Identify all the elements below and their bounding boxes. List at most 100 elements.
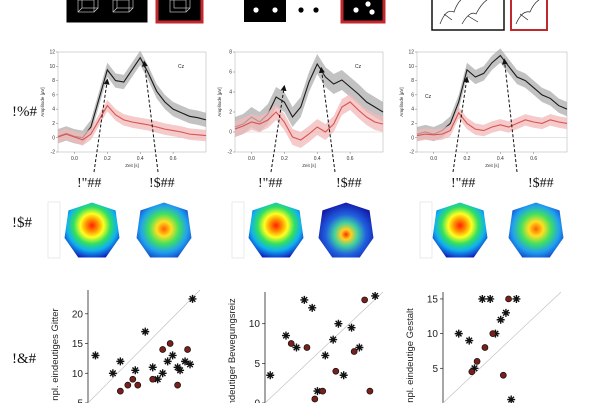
topomap-gitter-ambiguous — [47, 201, 121, 259]
scatter-dot-point — [303, 344, 311, 351]
scatter-star-point — [141, 327, 150, 336]
erp-xtick-label: 0.2 — [104, 156, 111, 162]
erp-ytick-label: -2 — [51, 150, 56, 156]
scatter-dot-point — [499, 371, 507, 379]
scatter-star-point — [91, 351, 100, 360]
stimulus-gitter-ambiguous — [66, 0, 148, 23]
scatter-ytick-label: 5 — [432, 364, 438, 375]
erp-xtick-label: 0.4 — [137, 156, 144, 162]
scatter-ylabel: eindeutiger Bewegungsreiz — [227, 298, 238, 403]
scatter-dot-point — [311, 395, 319, 403]
topomap-bewegung-unambiguous — [317, 201, 375, 259]
scatter-star-point — [339, 371, 348, 380]
scatter-diagonal — [87, 289, 201, 403]
erp-xlabel: Zeit [s] — [125, 163, 139, 168]
erp-ytick-label: 2 — [52, 121, 55, 127]
peak-label-first-3: !"## — [451, 176, 475, 191]
scatter-dot-point — [149, 375, 157, 383]
topomap-gestalt-unambiguous — [507, 201, 565, 259]
scatter-dot-point — [159, 346, 167, 353]
scatter-star-point — [501, 308, 510, 317]
scatter-dot-point — [166, 340, 174, 347]
erp-xtick-label: 0.6 — [347, 156, 354, 162]
scatter-star-point — [308, 303, 317, 312]
scatter-star-point — [334, 319, 343, 328]
peak-arrow — [270, 84, 287, 173]
erp-panel-bewegungsreiz: 0.0 0.2 0.4 0.6 -2 0 2 4 6 8 Zeit [s] Amplitude [µV… — [217, 50, 384, 173]
erp-unambiguous-band — [417, 107, 567, 142]
topomap-bewegung-ambiguous — [231, 201, 305, 259]
erp-ytick-label: 6 — [411, 92, 414, 98]
erp-ytick-label: 4 — [411, 107, 414, 113]
scatter-star-point — [266, 371, 275, 380]
scatter-panel-gestalt: 5 10 15 npl. eindeutige Gestalt — [405, 291, 562, 403]
scatter-dot-point — [117, 387, 124, 395]
scatter-dot-point — [468, 368, 476, 376]
scatter-star-point — [186, 360, 195, 369]
scatter-ytick-label: 10 — [427, 329, 439, 340]
scatter-star-point — [131, 366, 140, 375]
scatter-star-point — [313, 387, 322, 396]
scatter-star-point — [355, 343, 364, 352]
scatter-diagonal — [264, 291, 384, 403]
stimulus-bewegung-ambiguous — [244, 0, 328, 22]
peak-arrow — [318, 66, 336, 173]
scatter-star-point — [181, 357, 190, 366]
scatter-star-point — [478, 294, 487, 303]
erp-ytick-label: 8 — [52, 78, 55, 84]
erp-ytick-label: 2 — [229, 110, 232, 116]
scatter-star-point — [108, 369, 117, 378]
peak-label-second-2: !$## — [336, 176, 362, 191]
scatter-star-point — [507, 395, 516, 403]
erp-ytick-label: 2 — [411, 121, 414, 127]
erp-channel-label: Cz — [425, 94, 432, 100]
erp-unambiguous-line — [234, 101, 384, 141]
scatter-dot-point — [505, 295, 512, 303]
erp-panel-gestalt: 0.0 0.2 0.4 0.6 -2 0 2 4 6 8 10 12 Zeit [s] Amplitude… — [399, 48, 568, 173]
erp-ytick-label: 10 — [49, 64, 55, 70]
scatter-star-point — [347, 323, 356, 332]
erp-xtick-label: 0.6 — [170, 156, 177, 162]
erp-ytick-label: 0 — [229, 130, 232, 136]
erp-ylabel: Amplitude [µV] — [40, 87, 45, 116]
erp-unambiguous-line — [416, 111, 568, 137]
erp-ylabel: Amplitude [µV] — [399, 87, 404, 116]
scatter-ytick-label: 15 — [72, 339, 84, 350]
scatter-dot-point — [361, 296, 368, 304]
scatter-star-point — [153, 375, 162, 384]
erp-ytick-label: 6 — [229, 70, 232, 76]
scatter-star-point — [371, 291, 380, 300]
scatter-dot-point — [481, 344, 489, 351]
row-label-scatter: !&# — [12, 351, 37, 367]
stimulus-gitter-unambiguous — [155, 0, 204, 24]
scatter-star-point — [496, 315, 505, 324]
erp-ytick-label: 12 — [408, 50, 414, 56]
scatter-star-point — [176, 366, 185, 375]
erp-ytick-label: 4 — [52, 107, 55, 113]
erp-ytick-label: -2 — [228, 150, 233, 156]
topomap-row — [47, 201, 565, 259]
erp-ytick-label: -2 — [410, 150, 415, 156]
erp-unambiguous-band — [235, 94, 383, 148]
scatter-star-point — [163, 357, 172, 366]
scatter-star-point — [465, 336, 474, 345]
erp-unambiguous-line — [57, 104, 207, 141]
erp-ytick-label: 8 — [411, 78, 414, 84]
scatter-dot-point — [129, 375, 137, 383]
scatter-star-point — [281, 331, 290, 340]
scatter-dot-point — [366, 387, 374, 395]
erp-unambiguous-band — [58, 99, 206, 146]
erp-xtick-label: 0.2 — [281, 156, 288, 162]
erp-panel-gitter: 0.0 0.2 0.4 0.6 -2 0 2 4 6 8 10 12 Zeit [s] Amplitude… — [40, 50, 207, 173]
erp-ytick-label: 0 — [411, 135, 414, 141]
erp-ytick-label: 8 — [229, 50, 232, 56]
scatter-star-point — [321, 351, 330, 360]
scatter-dot-point — [332, 367, 340, 375]
scatter-star-point — [158, 369, 167, 378]
erp-xtick-label: 0.4 — [314, 156, 321, 162]
scatter-panel-gitter: 5 10 15 20 npl. eindeutiges Gitter — [50, 289, 201, 403]
scatter-dot-point — [287, 340, 295, 347]
scatter-ytick-label: 10 — [72, 369, 84, 380]
scatter-star-point — [292, 343, 301, 352]
